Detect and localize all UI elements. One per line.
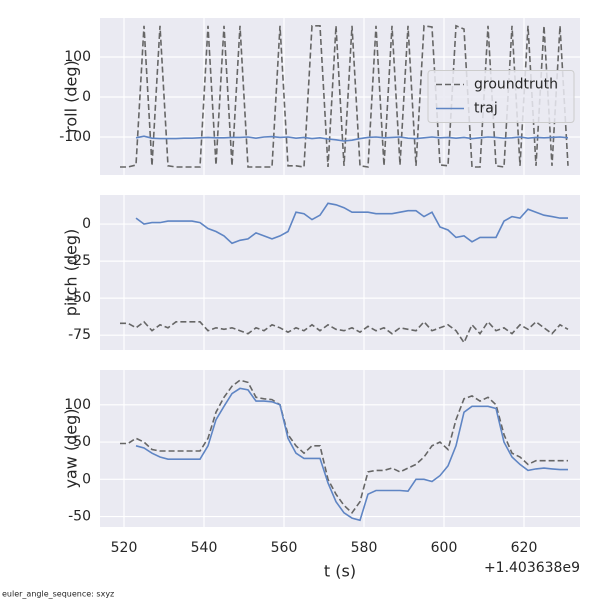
y-tick-label: 0: [82, 89, 91, 105]
y-tick-label: 50: [73, 434, 91, 450]
x-tick-label: 620: [511, 540, 538, 556]
series-line: [135, 135, 569, 142]
y-tick-label: 0: [82, 471, 91, 487]
y-axis-label: pitch (deg): [62, 229, 81, 317]
y-tick-label: 100: [64, 397, 91, 413]
y-tick-label: 0: [82, 216, 91, 232]
footer: euler_angle_sequence: sxyz: [2, 590, 114, 599]
y-tick-label: -50: [68, 509, 91, 525]
x-tick-label: 560: [271, 540, 298, 556]
legend-label: traj: [474, 101, 498, 117]
x-tick-label: 580: [351, 540, 378, 556]
y-tick-label: -50: [68, 290, 91, 306]
x-tick-label: 600: [431, 540, 458, 556]
y-tick-label: -25: [68, 253, 91, 269]
y-tick-label: -100: [59, 129, 91, 145]
series-line: [120, 379, 568, 515]
y-axis-label: yaw (deg): [62, 408, 81, 488]
y-axis-label: roll (deg): [62, 60, 81, 133]
offset-text: +1.403638e9: [484, 560, 580, 576]
x-tick-label: 540: [191, 540, 218, 556]
series-line: [120, 320, 569, 345]
y-tick-label: -75: [68, 327, 91, 343]
legend-box: [427, 70, 575, 123]
series-line: [135, 387, 568, 522]
legend-label: groundtruth: [474, 77, 558, 93]
series-line: [135, 202, 568, 245]
x-tick-label: 520: [111, 540, 138, 556]
y-tick-label: 100: [64, 49, 91, 65]
x-axis-label: t (s): [324, 562, 356, 581]
